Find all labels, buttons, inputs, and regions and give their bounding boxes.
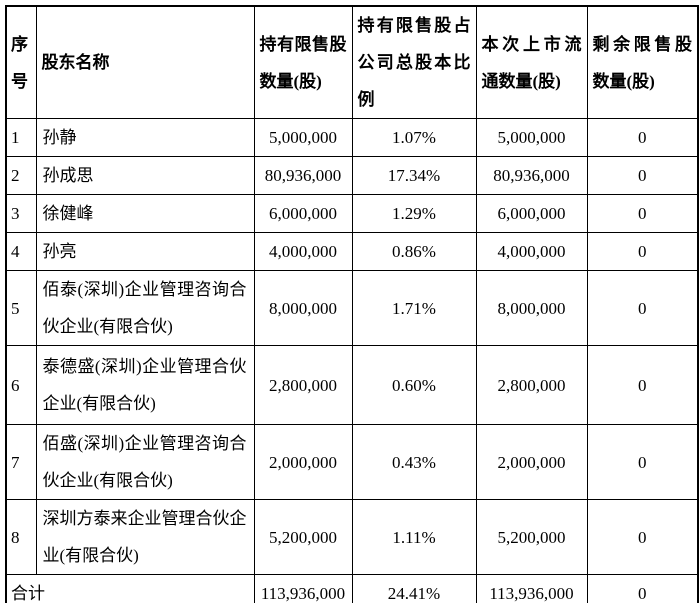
cell-remaining: 0 bbox=[586, 345, 699, 425]
cell-remaining: 0 bbox=[586, 499, 699, 575]
cell-no: 8 bbox=[5, 499, 37, 575]
cell-remaining: 0 bbox=[586, 156, 699, 195]
table-row: 4 孙亮 4,000,000 0.86% 4,000,000 0 bbox=[5, 232, 699, 271]
header-cell-listed: 本次上市流通数量(股) bbox=[475, 5, 588, 119]
table-row: 2 孙成思 80,936,000 17.34% 80,936,000 0 bbox=[5, 156, 699, 195]
cell-no: 7 bbox=[5, 424, 37, 500]
cell-listed: 4,000,000 bbox=[475, 232, 588, 271]
cell-restricted: 80,936,000 bbox=[253, 156, 353, 195]
cell-pct: 1.07% bbox=[351, 118, 477, 157]
header-cell-no: 序号 bbox=[5, 5, 37, 119]
cell-listed: 2,000,000 bbox=[475, 424, 588, 500]
cell-shareholder-name: 深圳方泰来企业管理合伙企业(有限合伙) bbox=[35, 499, 255, 575]
header-cell-pct: 持有限售股占公司总股本比例 bbox=[351, 5, 477, 119]
cell-no: 6 bbox=[5, 345, 37, 425]
cell-pct: 1.29% bbox=[351, 194, 477, 233]
cell-no: 2 bbox=[5, 156, 37, 195]
cell-restricted: 2,800,000 bbox=[253, 345, 353, 425]
table-total-row: 合计 113,936,000 24.41% 113,936,000 0 bbox=[5, 574, 699, 603]
header-cell-name: 股东名称 bbox=[35, 5, 255, 119]
restricted-shares-table: 序号 股东名称 持有限售股数量(股) 持有限售股占公司总股本比例 本次上市流通数… bbox=[5, 5, 699, 603]
cell-shareholder-name: 孙静 bbox=[35, 118, 255, 157]
cell-total-pct: 24.41% bbox=[351, 574, 477, 603]
cell-restricted: 8,000,000 bbox=[253, 270, 353, 346]
cell-restricted: 5,000,000 bbox=[253, 118, 353, 157]
cell-shareholder-name: 泰德盛(深圳)企业管理合伙企业(有限合伙) bbox=[35, 345, 255, 425]
cell-shareholder-name: 佰盛(深圳)企业管理咨询合伙企业(有限合伙) bbox=[35, 424, 255, 500]
header-cell-remaining: 剩余限售股数量(股) bbox=[586, 5, 699, 119]
cell-total-listed: 113,936,000 bbox=[475, 574, 588, 603]
cell-pct: 17.34% bbox=[351, 156, 477, 195]
cell-total-label: 合计 bbox=[5, 574, 255, 603]
cell-listed: 6,000,000 bbox=[475, 194, 588, 233]
cell-restricted: 6,000,000 bbox=[253, 194, 353, 233]
cell-pct: 1.71% bbox=[351, 270, 477, 346]
table-row: 3 徐健峰 6,000,000 1.29% 6,000,000 0 bbox=[5, 194, 699, 233]
table-row: 6 泰德盛(深圳)企业管理合伙企业(有限合伙) 2,800,000 0.60% … bbox=[5, 345, 699, 425]
cell-listed: 8,000,000 bbox=[475, 270, 588, 346]
cell-remaining: 0 bbox=[586, 270, 699, 346]
cell-remaining: 0 bbox=[586, 424, 699, 500]
table-row: 1 孙静 5,000,000 1.07% 5,000,000 0 bbox=[5, 118, 699, 157]
cell-no: 5 bbox=[5, 270, 37, 346]
table-row: 5 佰泰(深圳)企业管理咨询合伙企业(有限合伙) 8,000,000 1.71%… bbox=[5, 270, 699, 346]
cell-pct: 0.60% bbox=[351, 345, 477, 425]
cell-restricted: 4,000,000 bbox=[253, 232, 353, 271]
table-header-row: 序号 股东名称 持有限售股数量(股) 持有限售股占公司总股本比例 本次上市流通数… bbox=[5, 5, 699, 119]
cell-remaining: 0 bbox=[586, 232, 699, 271]
cell-remaining: 0 bbox=[586, 118, 699, 157]
cell-shareholder-name: 徐健峰 bbox=[35, 194, 255, 233]
cell-listed: 2,800,000 bbox=[475, 345, 588, 425]
cell-no: 1 bbox=[5, 118, 37, 157]
cell-shareholder-name: 孙成思 bbox=[35, 156, 255, 195]
cell-total-remaining: 0 bbox=[586, 574, 699, 603]
cell-pct: 0.43% bbox=[351, 424, 477, 500]
cell-listed: 80,936,000 bbox=[475, 156, 588, 195]
cell-no: 3 bbox=[5, 194, 37, 233]
cell-shareholder-name: 孙亮 bbox=[35, 232, 255, 271]
cell-listed: 5,200,000 bbox=[475, 499, 588, 575]
cell-no: 4 bbox=[5, 232, 37, 271]
cell-remaining: 0 bbox=[586, 194, 699, 233]
cell-listed: 5,000,000 bbox=[475, 118, 588, 157]
cell-restricted: 2,000,000 bbox=[253, 424, 353, 500]
cell-total-restricted: 113,936,000 bbox=[253, 574, 353, 603]
cell-pct: 1.11% bbox=[351, 499, 477, 575]
cell-shareholder-name: 佰泰(深圳)企业管理咨询合伙企业(有限合伙) bbox=[35, 270, 255, 346]
table-row: 7 佰盛(深圳)企业管理咨询合伙企业(有限合伙) 2,000,000 0.43%… bbox=[5, 424, 699, 500]
cell-pct: 0.86% bbox=[351, 232, 477, 271]
header-cell-restricted: 持有限售股数量(股) bbox=[253, 5, 353, 119]
table-row: 8 深圳方泰来企业管理合伙企业(有限合伙) 5,200,000 1.11% 5,… bbox=[5, 499, 699, 575]
cell-restricted: 5,200,000 bbox=[253, 499, 353, 575]
